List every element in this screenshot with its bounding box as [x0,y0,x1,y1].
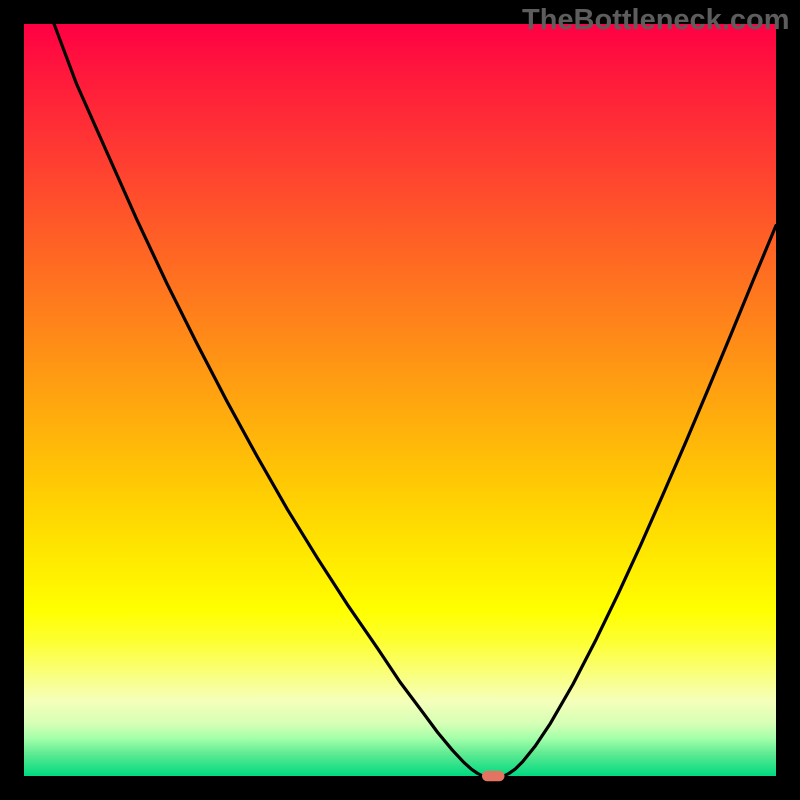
gradient-background [24,24,776,776]
watermark-text: TheBottleneck.com [522,4,790,37]
bottleneck-chart [0,0,800,800]
optimal-marker [482,771,505,782]
